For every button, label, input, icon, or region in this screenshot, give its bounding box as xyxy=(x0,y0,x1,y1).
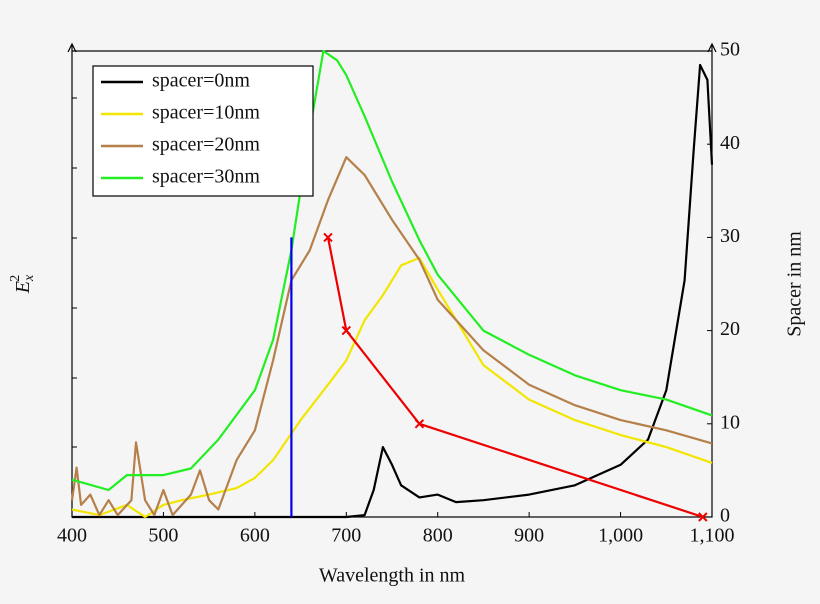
marker xyxy=(323,232,333,243)
legend-label: spacer=30nm xyxy=(152,166,260,188)
series-line xyxy=(71,49,713,492)
axis-arrows xyxy=(67,42,717,53)
legend-box xyxy=(92,65,314,197)
marker xyxy=(698,512,708,522)
x-axis-label: Wavelength in nm xyxy=(319,565,466,587)
y2-tick-label: 10 xyxy=(720,411,740,433)
series-line xyxy=(326,237,704,519)
x-tick-label: 1,100 xyxy=(690,525,735,547)
plot-frame xyxy=(71,50,713,518)
marker xyxy=(414,419,425,429)
legend-label: spacer=10nm xyxy=(152,102,260,124)
series-line xyxy=(71,256,713,519)
left-ticks xyxy=(72,97,77,448)
y2-axis-label: Spacer in nm xyxy=(784,231,806,337)
x-tick-label: 700 xyxy=(331,525,361,547)
series-line xyxy=(70,156,713,517)
y-axis-label: Ex2 xyxy=(8,274,37,294)
legend-label: spacer=0nm xyxy=(152,70,250,92)
x-tick-label: 400 xyxy=(57,525,87,547)
x-tick-label: 1,000 xyxy=(598,525,643,547)
y2-tick-label: 30 xyxy=(720,225,740,247)
y2-tick-label: 50 xyxy=(720,39,740,61)
legend-label: spacer=20nm xyxy=(152,134,260,156)
y2-tick-label: 40 xyxy=(720,132,740,154)
y-label-sup: 2 xyxy=(8,275,23,282)
y-label-sub: x xyxy=(22,274,37,282)
series-line xyxy=(72,63,714,519)
y2-tick-label: 0 xyxy=(720,505,730,527)
legend: spacer=0nm spacer=10nm spacer=20nm spacer=3… xyxy=(92,65,314,197)
marker xyxy=(341,325,351,336)
x-tick-label: 600 xyxy=(240,525,270,547)
y2-tick-label: 20 xyxy=(720,318,740,340)
x-tick-label: 900 xyxy=(514,525,544,547)
y-label-base: E xyxy=(12,281,34,294)
x-tick-label: 800 xyxy=(423,525,453,547)
x-tick-label: 500 xyxy=(148,525,178,547)
